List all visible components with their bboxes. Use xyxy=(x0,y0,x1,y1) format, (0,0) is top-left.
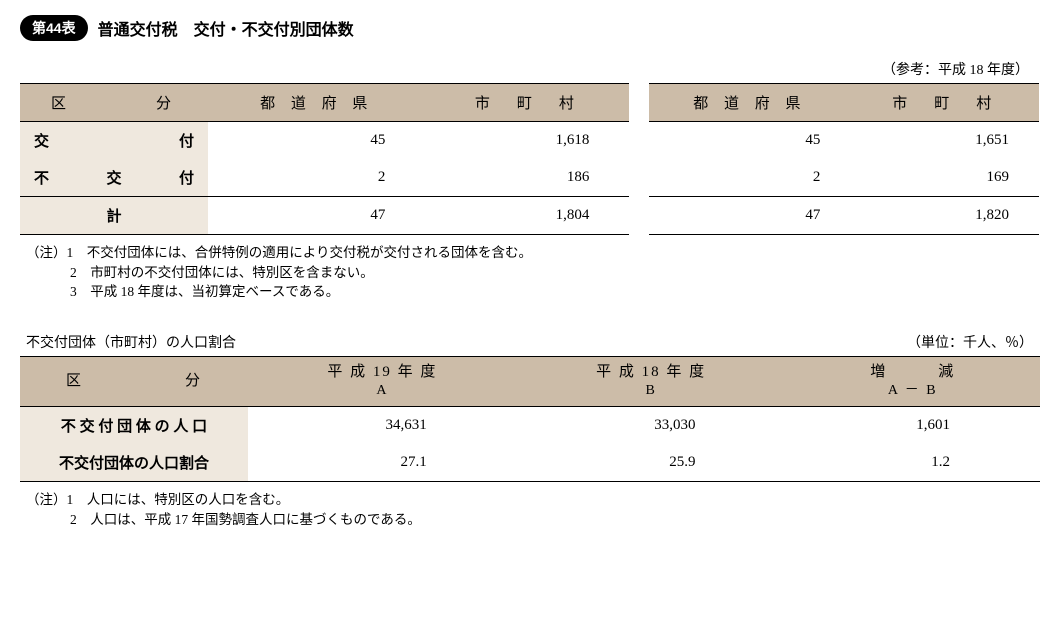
cell: 1,618 xyxy=(425,122,629,160)
note-line: 2 市町村の不交付団体には、特別区を含まない。 xyxy=(26,263,1039,283)
col-fy19: 平 成 19 年 度 A xyxy=(248,356,517,407)
cell: 34,631 xyxy=(248,407,517,445)
row-label: 計 xyxy=(20,197,208,235)
page-title: 普通交付税 交付・不交付別団体数 xyxy=(98,16,354,40)
table-row: 2 169 xyxy=(649,159,1039,196)
note-line: 2 人口は、平成 17 年国勢調査人口に基づくものである。 xyxy=(26,510,1039,530)
section2-unit: （単位：千人、％） xyxy=(907,332,1033,352)
cell: 27.1 xyxy=(248,444,517,482)
table-row: 不交付団体の人口割合 27.1 25.9 1.2 xyxy=(20,444,1040,482)
table-row: 不 交 付 2 186 xyxy=(20,159,629,197)
cell: 25.9 xyxy=(517,444,786,482)
cell: 47 xyxy=(649,196,850,234)
col-category: 区 分 xyxy=(20,356,248,407)
col-municipality: 市 町 村 xyxy=(425,84,629,122)
notes-block-1: （注）1 不交付団体には、合併特例の適用により交付税が交付される団体を含む。 2… xyxy=(20,243,1039,302)
col-diff: 増 減 A － B xyxy=(786,356,1041,407)
tables-wrapper: 区 分 都 道 府 県 市 町 村 交 付 45 1,618 不 交 付 2 1… xyxy=(20,83,1039,235)
cell: 169 xyxy=(850,159,1039,196)
cell: 45 xyxy=(649,122,850,159)
title-row: 第44表 普通交付税 交付・不交付別団体数 xyxy=(20,15,1039,41)
cell: 1,820 xyxy=(850,196,1039,234)
table-reference: 都 道 府 県 市 町 村 45 1,651 2 169 47 1,820 xyxy=(649,83,1039,235)
note-line: 3 平成 18 年度は、当初算定ベースである。 xyxy=(26,282,1039,302)
col-top: 平 成 19 年 度 xyxy=(327,364,437,380)
col-prefecture: 都 道 府 県 xyxy=(208,84,425,122)
table-population: 区 分 平 成 19 年 度 A 平 成 18 年 度 B 増 減 A － B … xyxy=(20,356,1040,483)
col-top: 増 減 xyxy=(870,364,955,380)
col-sub: A － B xyxy=(796,382,1031,400)
col-sub: B xyxy=(527,382,776,400)
col-prefecture: 都 道 府 県 xyxy=(649,84,850,122)
table-row: 計 47 1,804 xyxy=(20,197,629,235)
table-row: 47 1,820 xyxy=(649,196,1039,234)
col-top: 平 成 18 年 度 xyxy=(596,364,706,380)
note-line: （注）1 不交付団体には、合併特例の適用により交付税が交付される団体を含む。 xyxy=(26,245,532,260)
col-category: 区 分 xyxy=(20,84,208,122)
col-sub: A xyxy=(258,382,507,400)
col-municipality: 市 町 村 xyxy=(850,84,1039,122)
cell: 186 xyxy=(425,159,629,197)
section2-heading-row: 不交付団体（市町村）の人口割合 （単位：千人、％） xyxy=(20,332,1039,352)
table-main: 区 分 都 道 府 県 市 町 村 交 付 45 1,618 不 交 付 2 1… xyxy=(20,83,629,235)
table-row: 交 付 45 1,618 xyxy=(20,122,629,160)
cell: 45 xyxy=(208,122,425,160)
cell: 1,651 xyxy=(850,122,1039,159)
table-row: 45 1,651 xyxy=(649,122,1039,159)
cell: 1,804 xyxy=(425,197,629,235)
note-line: （注）1 人口には、特別区の人口を含む。 xyxy=(26,492,289,507)
row-label: 不 交 付 団 体 の 人 口 xyxy=(20,407,248,445)
row-label: 不交付団体の人口割合 xyxy=(20,444,248,482)
cell: 2 xyxy=(649,159,850,196)
section2-heading: 不交付団体（市町村）の人口割合 xyxy=(26,332,236,352)
col-fy18: 平 成 18 年 度 B xyxy=(517,356,786,407)
row-label: 交 付 xyxy=(20,122,208,160)
notes-block-2: （注）1 人口には、特別区の人口を含む。 2 人口は、平成 17 年国勢調査人口… xyxy=(20,490,1039,529)
cell: 2 xyxy=(208,159,425,197)
cell: 33,030 xyxy=(517,407,786,445)
table-row: 不 交 付 団 体 の 人 口 34,631 33,030 1,601 xyxy=(20,407,1040,445)
row-label: 不 交 付 xyxy=(20,159,208,197)
table-number-badge: 第44表 xyxy=(20,15,88,41)
cell: 1,601 xyxy=(786,407,1041,445)
cell: 1.2 xyxy=(786,444,1041,482)
cell: 47 xyxy=(208,197,425,235)
reference-note: （参考：平成 18 年度） xyxy=(20,59,1039,79)
